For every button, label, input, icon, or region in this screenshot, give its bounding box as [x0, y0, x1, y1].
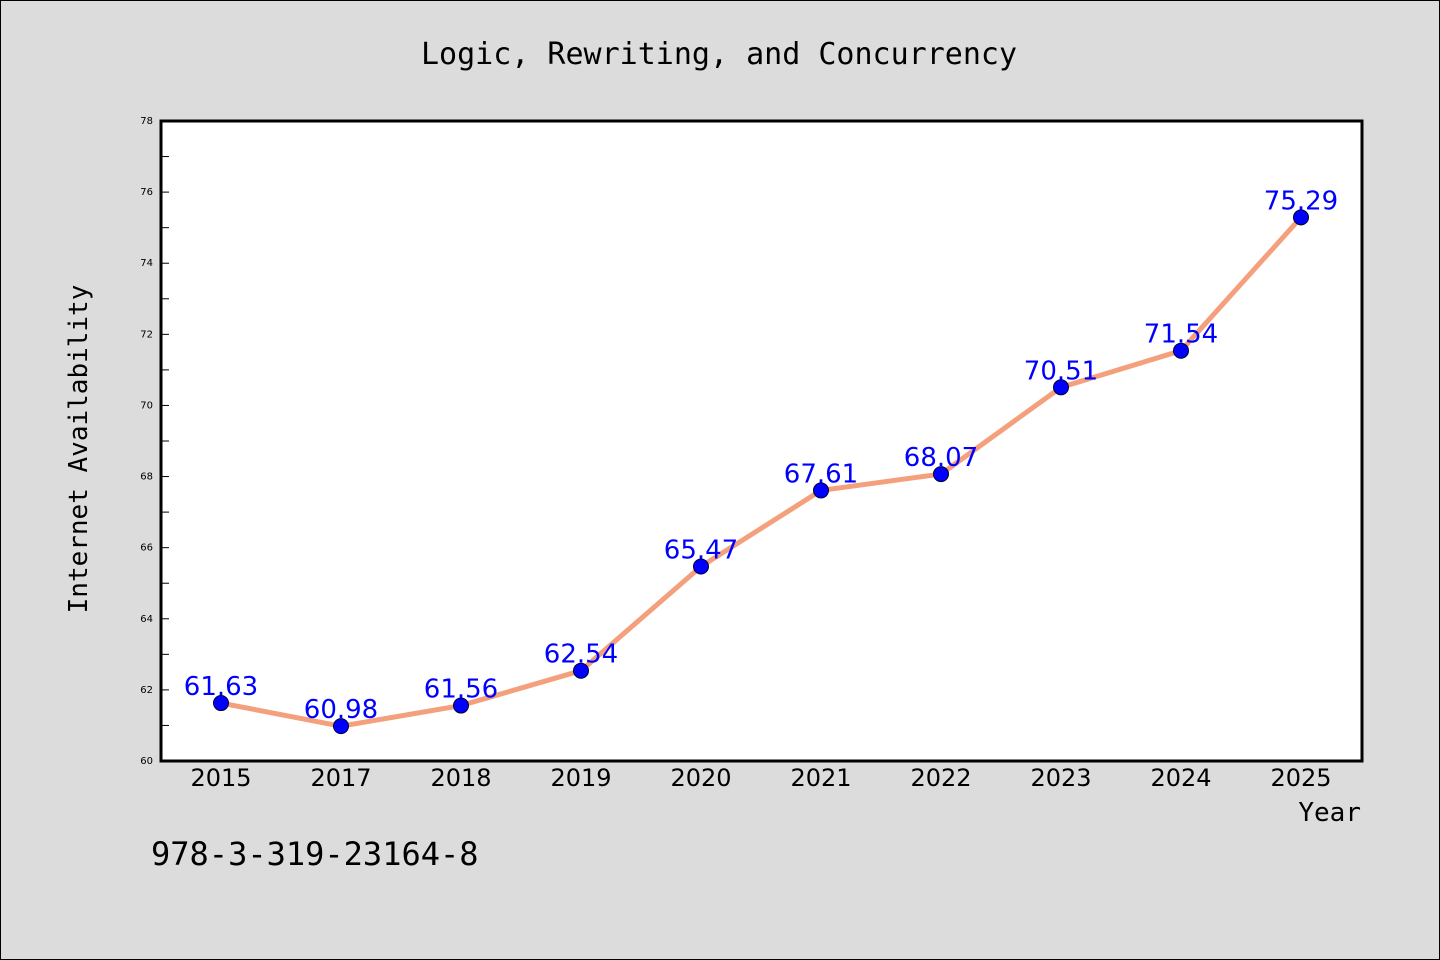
data-label: 62.54 [544, 640, 618, 670]
data-label: 61.63 [184, 672, 258, 702]
data-point [573, 662, 589, 679]
data-point [453, 697, 469, 714]
data-label: 67.61 [784, 459, 858, 489]
data-point [933, 466, 949, 483]
isbn-text: 978-3-319-23164-8 [151, 835, 479, 873]
x-tick-label: 2015 [190, 764, 251, 792]
plot-frame [159, 119, 1364, 763]
data-label: 65.47 [664, 536, 738, 566]
data-point [333, 718, 349, 735]
data-point [1173, 342, 1189, 359]
x-tick-label: 2023 [1030, 764, 1091, 792]
data-label: 68.07 [904, 443, 978, 473]
chart-title: Logic, Rewriting, and Concurrency [421, 37, 1017, 72]
y-tick-label: 70 [140, 400, 153, 411]
y-axis-label: Internet Availability [64, 285, 94, 614]
x-tick-label: 2021 [790, 764, 851, 792]
x-axis-label: Year [1298, 798, 1361, 828]
data-label: 61.56 [424, 675, 498, 705]
data-point [693, 558, 709, 575]
y-axis: 60 62 64 66 68 70 72 74 76 78 [140, 116, 169, 767]
y-tick-label: 74 [140, 258, 153, 269]
data-label: 75.29 [1264, 186, 1338, 216]
y-tick-label: 76 [140, 187, 153, 198]
x-tick-label: 2017 [310, 764, 371, 792]
y-tick-label: 78 [140, 116, 153, 127]
x-tick-label: 2019 [550, 764, 611, 792]
y-tick-label: 64 [140, 614, 153, 625]
series-layer: 61.63 60.98 61.56 62.54 65.47 67.61 68.07 70.51… [184, 186, 1338, 735]
plot-area [161, 121, 1362, 761]
x-tick-label: 2025 [1270, 764, 1331, 792]
y-tick-label: 68 [140, 472, 153, 483]
y-tick-label: 72 [140, 329, 153, 340]
x-tick-label: 2022 [910, 764, 971, 792]
y-tick-label: 60 [140, 756, 153, 767]
y-tick-label: 62 [140, 685, 153, 696]
data-label: 70.51 [1024, 356, 1098, 386]
x-tick-label: 2024 [1150, 764, 1211, 792]
x-tick-label: 2018 [430, 764, 491, 792]
data-point [1053, 379, 1069, 396]
data-point [213, 695, 229, 712]
data-label: 71.54 [1144, 320, 1218, 350]
data-point [1293, 209, 1309, 226]
data-point [813, 482, 829, 499]
x-axis: 2015 2017 2018 2019 2020 2021 2022 2023 2024 2025 [190, 764, 1331, 792]
x-tick-label: 2020 [670, 764, 731, 792]
data-label: 60.98 [304, 695, 378, 725]
y-tick-label: 66 [140, 543, 153, 554]
series-line [218, 214, 1304, 729]
